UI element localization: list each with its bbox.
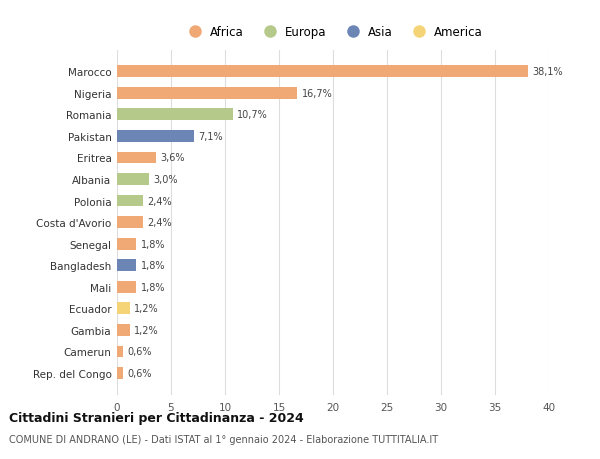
Bar [117,260,136,272]
Text: 16,7%: 16,7% [302,89,332,99]
Bar [117,324,130,336]
Bar [117,346,124,358]
Text: 1,8%: 1,8% [141,261,165,271]
Bar [117,303,130,314]
Bar [117,238,136,250]
Bar [117,88,298,100]
Text: 7,1%: 7,1% [198,132,223,141]
Text: 2,4%: 2,4% [147,218,172,228]
Bar [117,131,194,142]
Text: 1,8%: 1,8% [141,239,165,249]
Text: 0,6%: 0,6% [128,347,152,357]
Bar [117,367,124,379]
Text: 38,1%: 38,1% [533,67,563,77]
Bar [117,174,149,185]
Bar [117,281,136,293]
Text: Cittadini Stranieri per Cittadinanza - 2024: Cittadini Stranieri per Cittadinanza - 2… [9,411,304,424]
Bar [117,152,156,164]
Text: 10,7%: 10,7% [237,110,268,120]
Legend: Africa, Europa, Asia, America: Africa, Europa, Asia, America [181,23,485,41]
Text: 1,8%: 1,8% [141,282,165,292]
Text: 0,6%: 0,6% [128,368,152,378]
Text: 1,2%: 1,2% [134,304,159,313]
Bar [117,195,143,207]
Text: 3,6%: 3,6% [160,153,185,163]
Text: 2,4%: 2,4% [147,196,172,206]
Text: 3,0%: 3,0% [154,174,178,185]
Bar [117,217,143,229]
Bar [117,66,529,78]
Bar [117,109,233,121]
Text: 1,2%: 1,2% [134,325,159,335]
Text: COMUNE DI ANDRANO (LE) - Dati ISTAT al 1° gennaio 2024 - Elaborazione TUTTITALIA: COMUNE DI ANDRANO (LE) - Dati ISTAT al 1… [9,434,438,444]
